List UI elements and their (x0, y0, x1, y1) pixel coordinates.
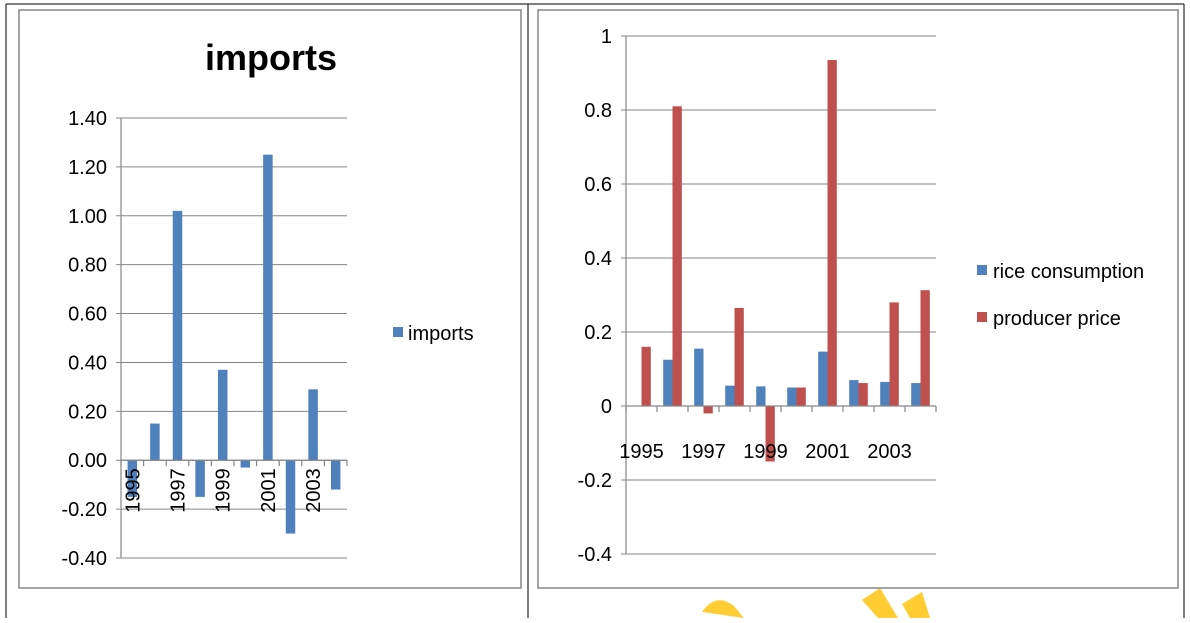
bar-rice-consumption-1998 (725, 385, 735, 406)
chart-1-title: imports (205, 37, 337, 78)
x-tick-label: 2003 (867, 441, 912, 463)
bar-imports-2001 (263, 154, 273, 461)
bar-imports-1998 (195, 460, 205, 497)
y-tick-label: 1.40 (68, 108, 107, 130)
x-tick-label: 2003 (303, 468, 325, 513)
y-tick-label: 0.20 (68, 401, 107, 423)
chart-1-axes (120, 118, 348, 558)
watermark (702, 588, 930, 618)
bar-rice-consumption-2000 (787, 387, 797, 406)
chart-1-y-tick-labels: 1.40 1.20 1.00 0.80 0.60 0.40 0.20 0.00 -0.20 -0.… (61, 108, 107, 570)
bar-producer-price-2000 (796, 387, 806, 406)
legend-swatch-rice-consumption (977, 265, 987, 275)
y-tick-label: -0.2 (578, 470, 612, 492)
x-tick-label: 1997 (681, 441, 726, 463)
bar-producer-price-1998 (734, 307, 744, 406)
chart-2-x-tick-labels: 1995 1997 1999 2001 2003 (619, 441, 912, 463)
bar-rice-consumption-1996 (663, 359, 673, 406)
chart-2-y-tick-labels: 1 0.8 0.6 0.4 0.2 0 -0.2 -0.4 (578, 26, 612, 566)
y-tick-label: 0.60 (68, 304, 107, 326)
y-tick-label: 1.00 (68, 206, 107, 228)
chart-2-axes (625, 36, 937, 554)
y-tick-label: 0.4 (584, 248, 612, 270)
y-tick-label: 0.00 (68, 450, 107, 472)
legend-label-producer-price: producer price (993, 308, 1121, 330)
x-tick-label: 1995 (619, 441, 664, 463)
watermark-stroke (902, 592, 930, 618)
bar-imports-1996 (150, 423, 160, 461)
chart-2-bars (641, 60, 930, 462)
bar-imports-1995 (127, 460, 138, 497)
watermark-stroke (862, 588, 898, 618)
bar-imports-2004 (330, 460, 341, 490)
bar-producer-price-2002 (858, 383, 868, 406)
legend-label-imports: imports (408, 323, 474, 345)
y-tick-label: 0.8 (584, 100, 612, 122)
chart-1-x-tick-labels: 1995 1997 1999 2001 2003 (122, 468, 325, 513)
y-tick-label: -0.4 (578, 544, 612, 566)
y-tick-label: -0.40 (61, 548, 107, 570)
bar-rice-consumption-1997 (694, 348, 704, 406)
bar-producer-price-2001 (827, 60, 837, 407)
legend-label-rice-consumption: rice consumption (993, 261, 1144, 283)
chart-1-gridlines (116, 117, 347, 559)
chart-2-frame (537, 9, 1179, 589)
legend-swatch-imports (393, 327, 403, 337)
bar-imports-2000 (240, 460, 251, 468)
bar-imports-2002 (285, 460, 296, 534)
x-tick-label: 2001 (805, 441, 850, 463)
bar-rice-consumption-1999 (756, 386, 766, 406)
legend-swatch-producer-price (977, 312, 987, 322)
bar-producer-price-1999 (765, 406, 775, 462)
y-tick-label: 0.40 (68, 352, 107, 374)
x-tick-label: 1999 (213, 468, 235, 513)
x-tick-label: 1995 (122, 468, 144, 513)
watermark-stroke (702, 600, 744, 618)
bar-imports-1997 (172, 210, 183, 461)
table-borders (5, 3, 1185, 618)
bar-imports-2003 (308, 389, 318, 461)
y-tick-label: 0.2 (584, 322, 612, 344)
bar-producer-price-2003 (889, 302, 899, 406)
y-tick-label: 1 (601, 26, 612, 48)
x-tick-label: 1997 (168, 468, 190, 513)
y-tick-label: 0.80 (68, 255, 107, 277)
bar-rice-consumption-2004 (911, 383, 921, 406)
bar-rice-consumption-2002 (849, 380, 859, 406)
y-tick-label: 1.20 (68, 157, 107, 179)
bar-producer-price-1996 (672, 106, 682, 407)
bar-producer-price-2004 (920, 290, 930, 406)
y-tick-label: -0.20 (61, 499, 107, 521)
y-tick-label: 0 (601, 396, 612, 418)
x-tick-label: 2001 (258, 468, 280, 513)
chart-1-bars (127, 154, 341, 534)
x-tick-label: 1999 (743, 441, 788, 463)
bar-producer-price-1997 (703, 406, 713, 414)
bar-rice-consumption-2003 (880, 381, 890, 406)
chart-1-legend: imports (393, 323, 474, 345)
bar-rice-consumption-2001 (818, 351, 828, 406)
bar-producer-price-1995 (641, 346, 651, 406)
chart-2-legend: rice consumption producer price (977, 261, 1144, 330)
bar-imports-1999 (217, 369, 228, 461)
y-tick-label: 0.6 (584, 174, 612, 196)
